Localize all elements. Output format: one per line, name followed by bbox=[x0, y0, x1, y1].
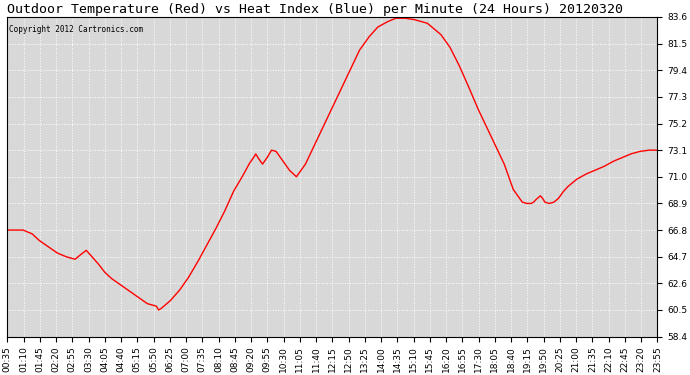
Text: Copyright 2012 Cartronics.com: Copyright 2012 Cartronics.com bbox=[9, 25, 144, 34]
Text: Outdoor Temperature (Red) vs Heat Index (Blue) per Minute (24 Hours) 20120320: Outdoor Temperature (Red) vs Heat Index … bbox=[8, 3, 623, 16]
